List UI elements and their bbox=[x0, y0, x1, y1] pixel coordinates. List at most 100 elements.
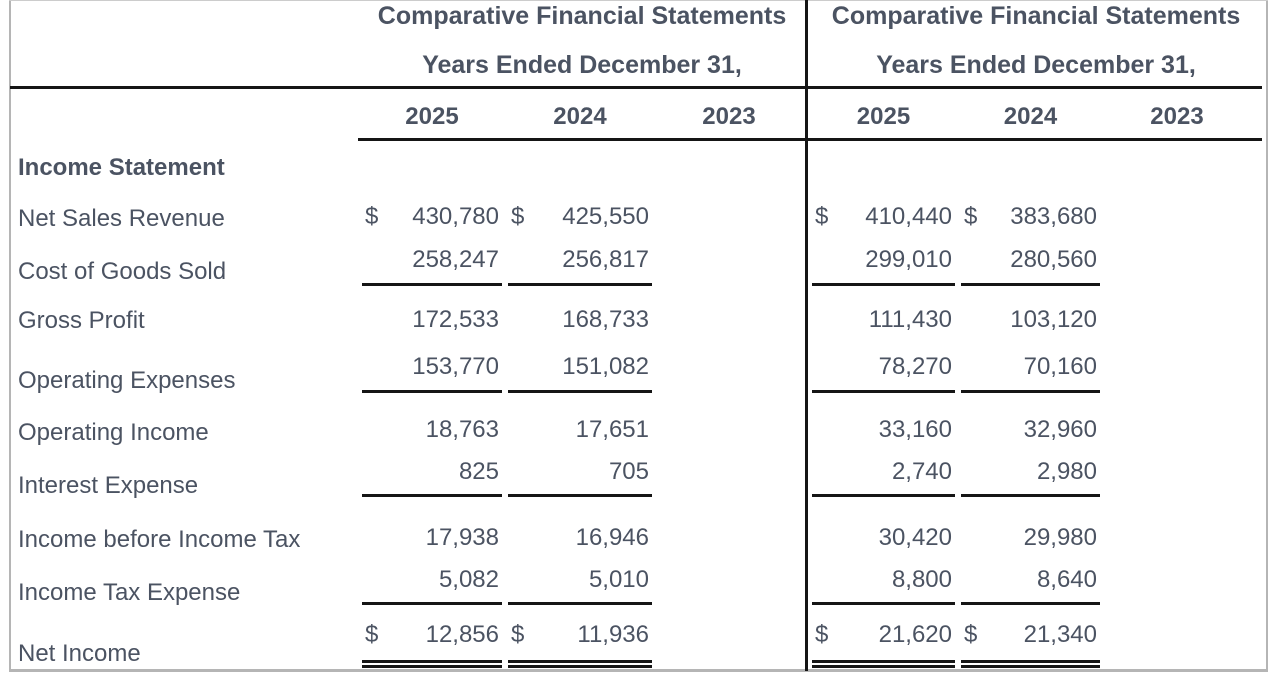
value-text: 8,640 bbox=[1036, 566, 1097, 593]
value-text: 5,082 bbox=[438, 566, 499, 593]
value-text: 2,980 bbox=[1036, 458, 1097, 485]
value-text: 425,550 bbox=[562, 203, 649, 230]
subtotal-rule bbox=[812, 494, 955, 497]
header-rule bbox=[10, 86, 1262, 89]
value-text: 16,946 bbox=[575, 524, 649, 551]
value-text: 430,780 bbox=[412, 203, 499, 230]
value-text: 70,160 bbox=[1023, 353, 1097, 380]
subtotal-rule bbox=[812, 390, 955, 393]
row-label-net-income: Net Income bbox=[18, 640, 141, 667]
subtotal-rule bbox=[961, 602, 1100, 605]
value-text: 258,247 bbox=[412, 246, 499, 273]
row-label-net-sales-revenue: Net Sales Revenue bbox=[18, 205, 225, 232]
row-label-income-tax-expense: Income Tax Expense bbox=[18, 579, 241, 606]
value-cell-right-income-before-income-tax-1: 29,980 bbox=[961, 525, 1100, 551]
total-double-rule-bottom bbox=[508, 665, 652, 668]
value-text: 33,160 bbox=[878, 416, 952, 443]
total-double-rule-bottom bbox=[812, 665, 955, 668]
value-cell-right-cost-of-goods-sold-1: 280,560 bbox=[961, 247, 1100, 273]
value-cell-left-cost-of-goods-sold-0: 258,247 bbox=[362, 247, 502, 273]
value-text: 29,980 bbox=[1023, 524, 1097, 551]
dollar-sign: $ bbox=[815, 621, 829, 648]
dollar-sign: $ bbox=[511, 621, 525, 648]
value-cell-right-operating-income-1: 32,960 bbox=[961, 417, 1100, 443]
value-cell-right-income-before-income-tax-0: 30,420 bbox=[812, 525, 955, 551]
left-year-rule bbox=[358, 138, 806, 141]
value-cell-right-gross-profit-1: 103,120 bbox=[961, 307, 1100, 333]
dollar-sign: $ bbox=[964, 203, 978, 230]
value-text: 17,651 bbox=[575, 416, 649, 443]
value-cell-left-net-income-1: $11,936 bbox=[508, 622, 652, 648]
right-year-rule bbox=[808, 138, 1262, 141]
row-label-interest-expense: Interest Expense bbox=[18, 472, 199, 499]
value-text: 32,960 bbox=[1023, 416, 1097, 443]
value-cell-left-interest-expense-0: 825 bbox=[362, 459, 502, 485]
value-cell-left-gross-profit-0: 172,533 bbox=[362, 307, 502, 333]
dollar-sign: $ bbox=[964, 621, 978, 648]
value-cell-right-net-income-0: $21,620 bbox=[812, 622, 955, 648]
value-cell-right-operating-expenses-1: 70,160 bbox=[961, 354, 1100, 380]
value-cell-left-gross-profit-1: 168,733 bbox=[508, 307, 652, 333]
value-text: 299,010 bbox=[865, 246, 952, 273]
value-text: 153,770 bbox=[412, 353, 499, 380]
row-label-operating-expenses: Operating Expenses bbox=[18, 367, 236, 394]
value-cell-left-operating-expenses-0: 153,770 bbox=[362, 354, 502, 380]
total-double-rule-bottom bbox=[961, 665, 1100, 668]
value-text: 21,340 bbox=[1023, 621, 1097, 648]
subtotal-rule bbox=[961, 283, 1100, 286]
value-cell-right-gross-profit-0: 111,430 bbox=[812, 307, 955, 333]
value-cell-left-interest-expense-1: 705 bbox=[508, 459, 652, 485]
dollar-sign: $ bbox=[511, 203, 525, 230]
total-double-rule-top bbox=[508, 660, 652, 663]
value-text: 103,120 bbox=[1010, 306, 1097, 333]
value-text: 17,938 bbox=[425, 524, 499, 551]
value-cell-left-cost-of-goods-sold-1: 256,817 bbox=[508, 247, 652, 273]
subtotal-rule bbox=[362, 283, 502, 286]
value-cell-left-income-before-income-tax-1: 16,946 bbox=[508, 525, 652, 551]
total-double-rule-top bbox=[961, 660, 1100, 663]
dollar-sign: $ bbox=[815, 203, 829, 230]
value-cell-right-net-sales-revenue-1: $383,680 bbox=[961, 204, 1100, 230]
value-text: 256,817 bbox=[562, 246, 649, 273]
value-text: 151,082 bbox=[562, 353, 649, 380]
value-text: 172,533 bbox=[412, 306, 499, 333]
right-year-header-2024: 2024 bbox=[1003, 103, 1058, 130]
value-cell-left-net-income-0: $12,856 bbox=[362, 622, 502, 648]
subtotal-rule bbox=[961, 390, 1100, 393]
left-panel-title: Comparative Financial Statements bbox=[377, 2, 787, 30]
value-text: 12,856 bbox=[425, 621, 499, 648]
subtotal-rule bbox=[362, 494, 502, 497]
value-cell-left-operating-income-0: 18,763 bbox=[362, 417, 502, 443]
value-cell-left-income-tax-expense-0: 5,082 bbox=[362, 567, 502, 593]
left-panel-subtitle: Years Ended December 31, bbox=[422, 51, 742, 79]
value-text: 168,733 bbox=[562, 306, 649, 333]
subtotal-rule bbox=[508, 494, 652, 497]
subtotal-rule bbox=[508, 390, 652, 393]
right-panel-subtitle: Years Ended December 31, bbox=[876, 51, 1196, 79]
left-year-header-2024: 2024 bbox=[553, 103, 607, 130]
value-cell-right-cost-of-goods-sold-0: 299,010 bbox=[812, 247, 955, 273]
total-double-rule-top bbox=[362, 660, 502, 663]
value-cell-right-interest-expense-1: 2,980 bbox=[961, 459, 1100, 485]
value-cell-left-income-before-income-tax-0: 17,938 bbox=[362, 525, 502, 551]
value-cell-left-operating-expenses-1: 151,082 bbox=[508, 354, 652, 380]
value-cell-left-income-tax-expense-1: 5,010 bbox=[508, 567, 652, 593]
table-frame-top-border bbox=[9, 0, 1268, 1]
value-cell-left-net-sales-revenue-0: $430,780 bbox=[362, 204, 502, 230]
dollar-sign: $ bbox=[365, 621, 379, 648]
table-frame-left-border bbox=[9, 0, 11, 672]
subtotal-rule bbox=[961, 494, 1100, 497]
value-text: 705 bbox=[608, 458, 649, 485]
subtotal-rule bbox=[508, 602, 652, 605]
table-frame-bottom-border bbox=[9, 669, 1268, 672]
section-heading: Income Statement bbox=[18, 154, 225, 181]
value-text: 5,010 bbox=[588, 566, 649, 593]
subtotal-rule bbox=[362, 602, 502, 605]
total-double-rule-bottom bbox=[362, 665, 502, 668]
value-text: 18,763 bbox=[425, 416, 499, 443]
subtotal-rule bbox=[812, 283, 955, 286]
value-cell-left-operating-income-1: 17,651 bbox=[508, 417, 652, 443]
value-text: 111,430 bbox=[868, 306, 952, 333]
subtotal-rule bbox=[362, 390, 502, 393]
value-text: 410,440 bbox=[865, 203, 952, 230]
